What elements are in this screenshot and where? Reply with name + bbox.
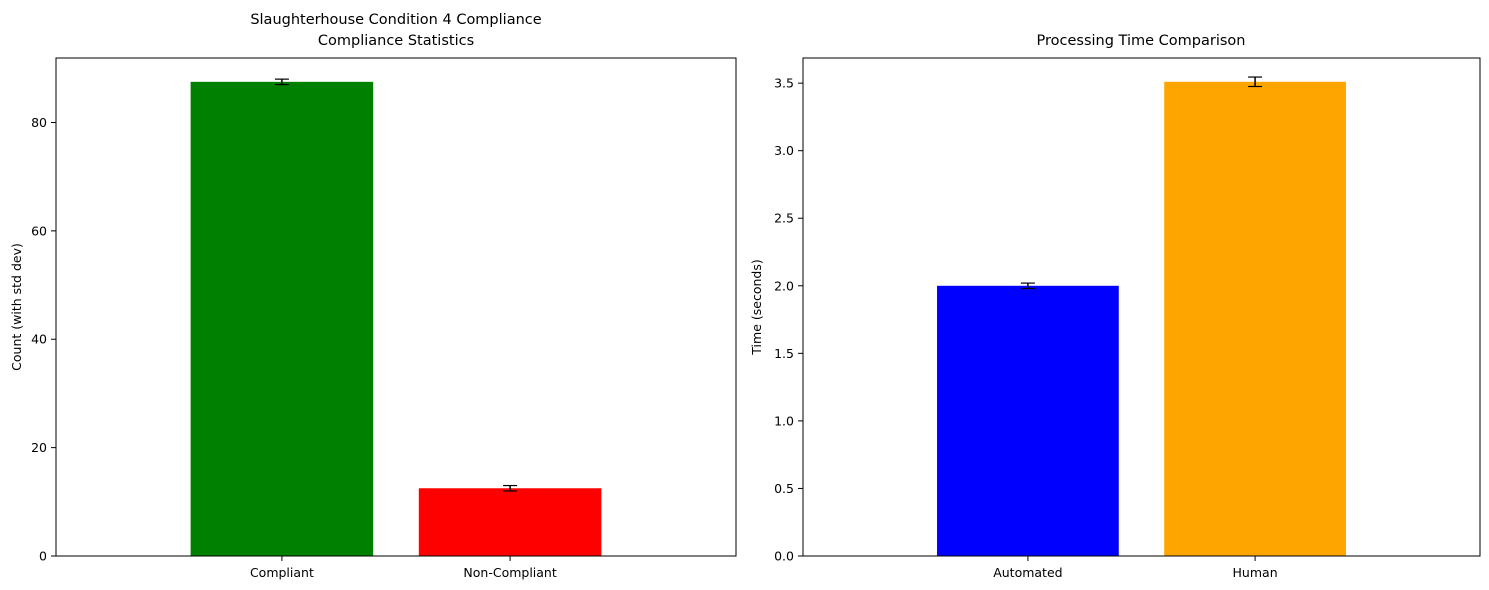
bar-compliant — [190, 81, 374, 556]
y-tick-label: 3.5 — [774, 76, 794, 91]
error-bar — [274, 78, 289, 86]
y-tick-label: 60 — [31, 223, 47, 238]
bar-automated — [937, 285, 1119, 556]
error-bar — [503, 484, 518, 492]
chart-title: Processing Time Comparison — [1037, 33, 1246, 49]
y-tick-label: 0.5 — [774, 481, 794, 496]
compliance-chart: Slaughterhouse Condition 4 Compliance Co… — [9, 12, 737, 580]
processing-time-chart: Processing Time Comparison Time (seconds… — [749, 33, 1481, 580]
y-tick-label: 80 — [31, 115, 47, 130]
y-tick-label: 1.5 — [774, 346, 794, 361]
axis-ticks: Automated Human 0.0 0.5 1.0 1.5 2.0 2.5 3.0 3.5 — [774, 76, 1278, 580]
y-tick-label: 2.0 — [774, 278, 794, 293]
y-tick-label: 0 — [39, 549, 47, 564]
y-tick-label: 2.5 — [774, 211, 794, 226]
y-axis-label: Time (seconds) — [749, 259, 764, 355]
bar-non-compliant — [418, 488, 602, 556]
x-tick-label: Compliant — [250, 565, 314, 580]
bars — [190, 78, 602, 556]
y-tick-label: 1.0 — [774, 413, 794, 428]
y-tick-label: 3.0 — [774, 143, 794, 158]
x-tick-label: Non-Compliant — [463, 565, 556, 580]
y-tick-label: 40 — [31, 332, 47, 347]
chart-subtitle: Compliance Statistics — [318, 33, 474, 49]
bars — [937, 76, 1346, 556]
x-tick-label: Human — [1233, 565, 1278, 580]
chart-title: Slaughterhouse Condition 4 Compliance — [250, 12, 541, 28]
plot-frame — [802, 57, 1481, 557]
axis-ticks: Compliant Non-Compliant 0 20 40 60 80 — [31, 115, 557, 580]
x-tick-label: Automated — [993, 565, 1062, 580]
error-bar — [1020, 282, 1035, 290]
y-tick-label: 0.0 — [774, 549, 794, 564]
error-bar — [1248, 76, 1263, 88]
y-axis-label: Count (with std dev) — [9, 243, 24, 371]
y-tick-label: 20 — [31, 440, 47, 455]
plot-frame — [55, 57, 737, 557]
bar-human — [1164, 81, 1346, 556]
